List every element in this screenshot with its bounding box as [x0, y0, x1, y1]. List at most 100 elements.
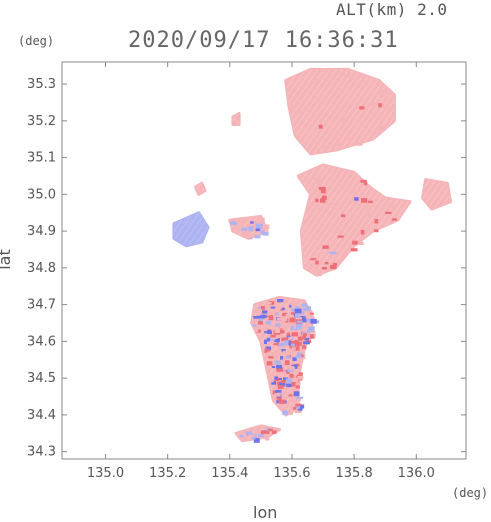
echo-speckle — [252, 324, 257, 327]
echo-speckle — [290, 312, 297, 315]
echo-speckle — [281, 337, 289, 342]
echo-speckle — [255, 228, 261, 232]
echo-speckle — [332, 262, 337, 267]
echo-speckle — [344, 74, 351, 78]
echo-speckle — [292, 347, 296, 351]
echo-speckle — [260, 314, 267, 319]
echo-speckle — [254, 328, 259, 332]
echo-speckle — [260, 430, 265, 435]
x-axis-label: lon — [253, 503, 278, 522]
echo-speckle — [306, 310, 313, 313]
echo-speckle — [248, 226, 254, 232]
echo-speckle — [289, 317, 296, 323]
echo-speckle — [275, 389, 282, 393]
echo-speckle — [253, 438, 260, 443]
echo-speckle — [272, 430, 277, 434]
echo-speckle — [289, 301, 296, 306]
echo-region-texture — [173, 212, 209, 246]
echo-speckle — [294, 306, 300, 309]
echo-speckle — [283, 377, 288, 382]
echo-speckle — [314, 78, 322, 81]
echo-speckle — [297, 376, 304, 380]
echo-speckle — [337, 235, 344, 238]
echo-speckle — [360, 179, 367, 183]
echo-speckle — [279, 330, 285, 334]
echo-speckle — [290, 341, 297, 344]
x-tick-label: 135.0 — [87, 466, 124, 481]
echo-speckle — [279, 327, 283, 330]
echo-speckle — [242, 234, 250, 238]
echo-region-texture — [285, 69, 395, 154]
echo-speckle — [263, 430, 270, 434]
echo-speckle — [329, 251, 337, 255]
y-tick-label: 34.7 — [27, 298, 56, 313]
echo-speckle — [266, 306, 271, 311]
echo-speckle — [264, 436, 270, 441]
echo-region-texture — [232, 113, 240, 125]
echo-speckle — [282, 410, 289, 416]
echo-speckle — [286, 383, 292, 388]
echo-speckle — [264, 339, 268, 345]
echo-speckle — [284, 340, 289, 345]
echo-speckle — [273, 300, 278, 306]
echo-speckle — [291, 381, 296, 387]
echo-speckle — [285, 378, 292, 384]
echo-speckle — [276, 317, 282, 321]
echo-speckle — [331, 202, 338, 205]
echo-speckle — [274, 370, 279, 374]
echo-speckle — [360, 229, 365, 235]
echo-speckle — [295, 354, 302, 359]
echo-speckle — [289, 303, 294, 308]
echo-speckle — [297, 406, 303, 411]
echo-speckle — [280, 319, 287, 323]
echo-speckle — [261, 325, 268, 330]
echo-speckle — [301, 318, 307, 323]
echo-speckle — [288, 340, 293, 346]
echo-speckle — [283, 369, 290, 375]
echo-speckle — [266, 361, 273, 366]
echo-speckle — [296, 352, 303, 356]
echo-speckle — [289, 387, 296, 391]
echo-speckle — [253, 316, 259, 319]
echo-speckle — [290, 396, 297, 401]
echo-speckle — [295, 382, 301, 386]
echo-speckle — [246, 235, 253, 239]
echo-speckle — [299, 111, 305, 115]
altitude-label: ALT(km) 2.0 — [336, 0, 448, 19]
echo-speckle — [273, 354, 280, 359]
echo-speckle — [265, 346, 271, 351]
echo-speckle — [257, 434, 264, 437]
echo-speckle — [288, 394, 293, 397]
echo-speckle — [274, 308, 281, 312]
echo-speckle — [292, 357, 297, 361]
echo-speckle — [264, 318, 269, 321]
echo-speckle — [264, 348, 270, 353]
echo-speckle — [268, 315, 274, 321]
echo-speckle — [309, 331, 316, 334]
echo-speckle — [274, 374, 280, 377]
echo-speckle — [279, 395, 285, 399]
echo-speckle — [374, 229, 379, 233]
echo-speckle — [313, 82, 320, 86]
echo-speckle — [391, 218, 397, 221]
echo-speckle — [295, 324, 302, 330]
echo-speckle — [268, 431, 274, 436]
echo-speckle — [294, 308, 302, 312]
echo-speckle — [378, 103, 382, 108]
echo-speckle — [276, 343, 280, 346]
x-axis-ticks: 135.0 135.2 135.4 135.6 135.8 136.0 — [87, 62, 435, 481]
echo-speckle — [292, 407, 297, 410]
echo-speckle — [302, 345, 307, 350]
echo-speckle — [291, 343, 298, 347]
echo-speckle — [320, 198, 326, 203]
echo-speckle — [256, 223, 263, 229]
echo-speckle — [296, 334, 304, 337]
echo-speckle — [352, 240, 358, 245]
echo-speckle — [257, 321, 264, 325]
echo-speckle — [281, 307, 285, 311]
echo-speckle — [268, 428, 273, 432]
echo-speckle — [305, 321, 312, 325]
echo-speckles — [230, 70, 397, 443]
echo-speckle — [315, 260, 319, 265]
echo-region-texture — [422, 179, 451, 209]
